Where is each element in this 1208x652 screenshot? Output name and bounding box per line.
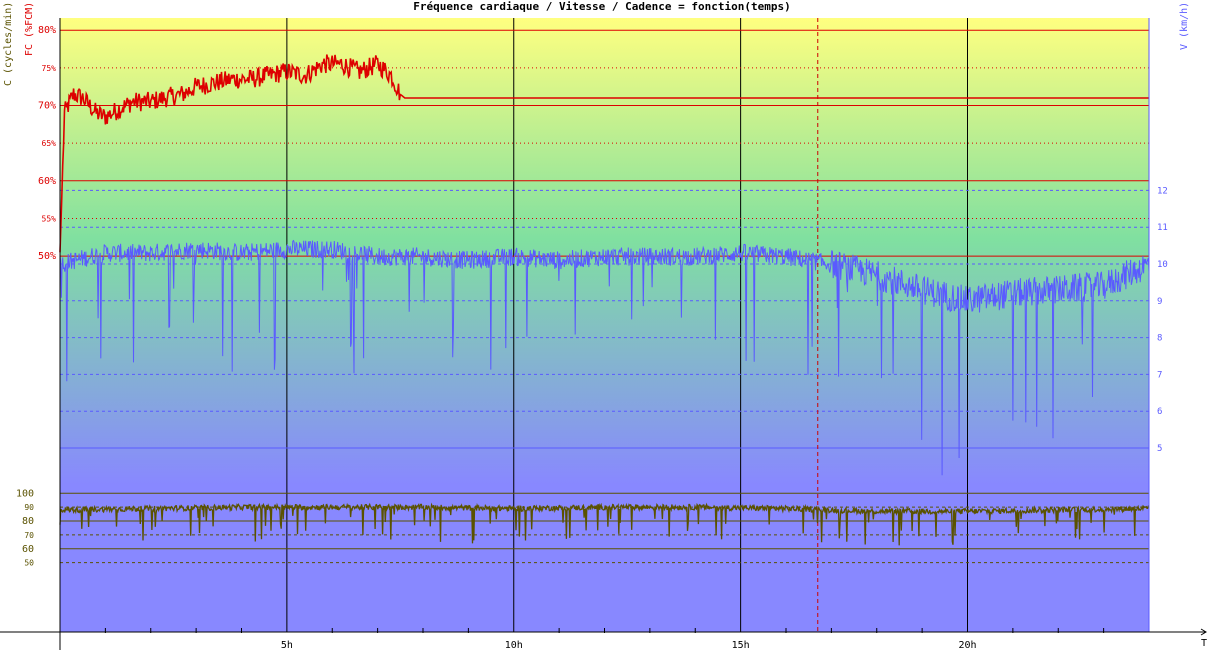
cadence-tick-label: 100 (16, 488, 34, 499)
fc-tick-label: 65% (42, 139, 57, 148)
speed-axis-label: V (km/h) (1179, 2, 1190, 50)
fc-tick-label: 60% (38, 176, 56, 187)
cadence-series-line (59, 502, 1150, 546)
x-tick-label: 10h (505, 640, 523, 651)
speed-tick-label: 5 (1157, 444, 1162, 454)
fc-tick-label: 50% (38, 251, 56, 262)
cadence-axis-label: C (cycles/min) (3, 2, 14, 86)
x-tick-label: 5h (281, 640, 293, 651)
speed-tick-label: 6 (1157, 407, 1162, 417)
cadence-tick-label: 50 (24, 559, 34, 568)
series-layer (59, 54, 1150, 546)
x-axis-arrow (1200, 628, 1207, 636)
speed-tick-label: 9 (1157, 297, 1162, 307)
speed-tick-label: 8 (1157, 334, 1162, 344)
x-tick-label: 15h (732, 640, 750, 651)
speed-series-line (59, 239, 1150, 476)
cadence-tick-label: 80 (22, 516, 34, 527)
speed-tick-label: 11 (1157, 223, 1168, 233)
cadence-tick-label: 90 (24, 503, 34, 512)
fc-tick-label: 75% (42, 64, 57, 73)
fc-series-line (59, 54, 1149, 253)
cadence-tick-label: 60 (22, 544, 34, 555)
fc-tick-label: 55% (42, 214, 57, 223)
fc-tick-label: 70% (38, 101, 56, 112)
speed-tick-label: 7 (1157, 370, 1162, 380)
speed-tick-label: 10 (1157, 260, 1168, 270)
fc-axis-label: FC (%FCM) (24, 2, 35, 56)
x-tick-label: 20h (958, 640, 976, 651)
speed-tick-label: 12 (1157, 186, 1168, 196)
chart-title: Fréquence cardiaque / Vitesse / Cadence … (413, 0, 791, 13)
fc-tick-label: 80% (38, 25, 56, 36)
x-axis-label: T (1201, 638, 1207, 649)
cadence-tick-label: 70 (24, 531, 34, 540)
